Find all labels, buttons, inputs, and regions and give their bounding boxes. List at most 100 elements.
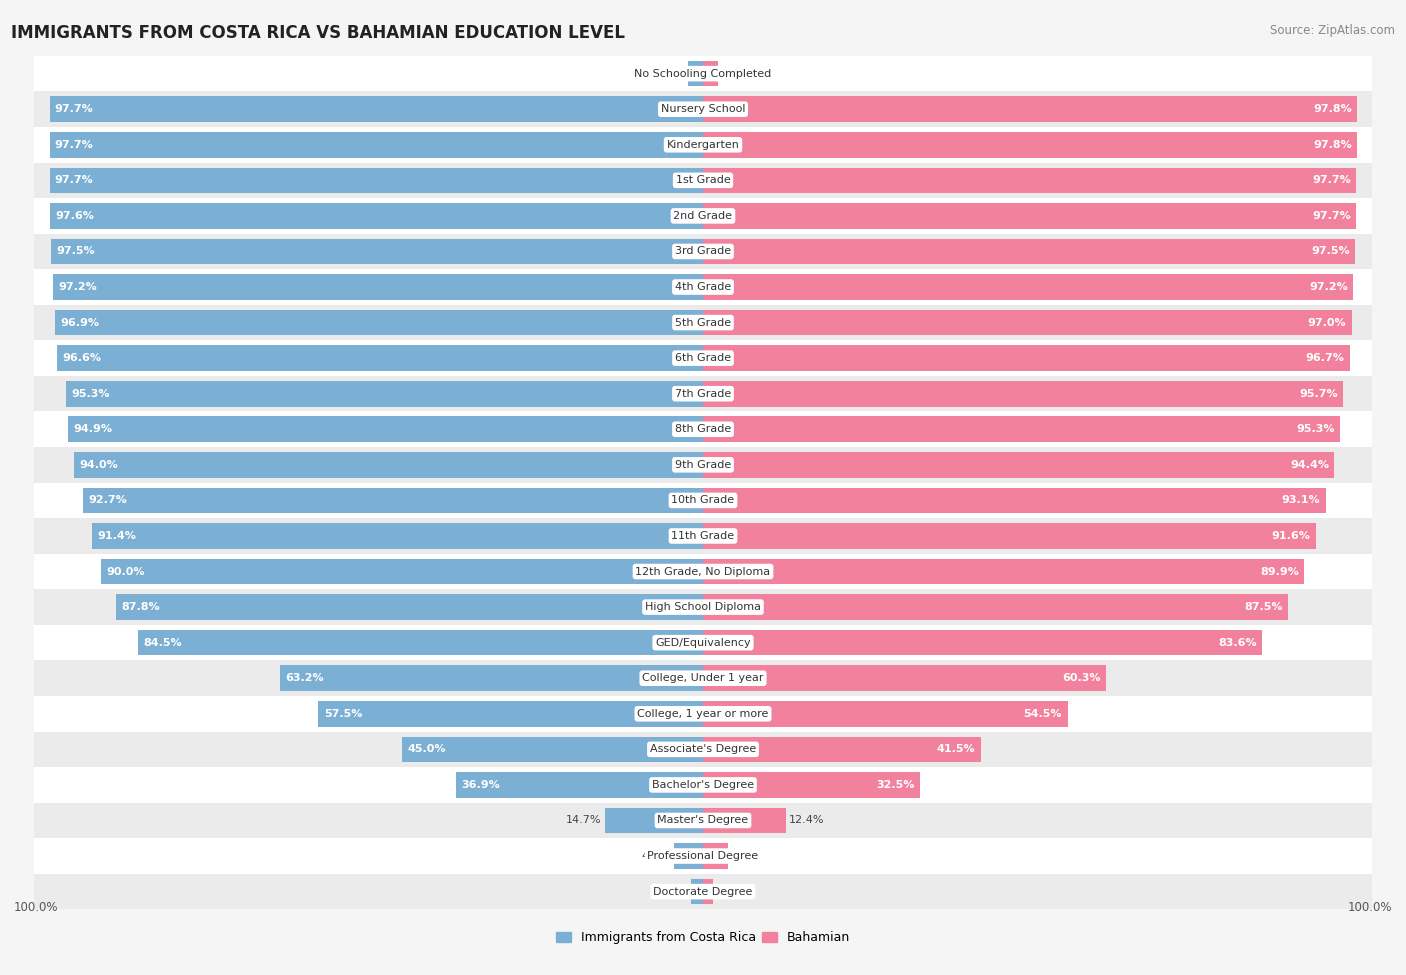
Text: 94.9%: 94.9% xyxy=(73,424,112,434)
Bar xyxy=(703,843,728,869)
Bar xyxy=(34,92,1372,127)
Bar xyxy=(703,452,1334,478)
Bar xyxy=(703,60,717,87)
Text: 97.7%: 97.7% xyxy=(55,104,94,114)
Text: GED/Equivalency: GED/Equivalency xyxy=(655,638,751,647)
Text: 94.4%: 94.4% xyxy=(1291,460,1329,470)
Text: High School Diploma: High School Diploma xyxy=(645,603,761,612)
Legend: Immigrants from Costa Rica, Bahamian: Immigrants from Costa Rica, Bahamian xyxy=(551,926,855,950)
Bar xyxy=(703,630,1263,655)
Text: 1.5%: 1.5% xyxy=(717,886,745,897)
Text: 4.4%: 4.4% xyxy=(641,851,671,861)
Text: 12th Grade, No Diploma: 12th Grade, No Diploma xyxy=(636,566,770,576)
Text: 89.9%: 89.9% xyxy=(1260,566,1299,576)
Bar xyxy=(402,736,703,762)
Text: 6th Grade: 6th Grade xyxy=(675,353,731,363)
Bar xyxy=(34,234,1372,269)
Text: 1.8%: 1.8% xyxy=(659,886,688,897)
Bar xyxy=(703,559,1305,584)
Text: College, Under 1 year: College, Under 1 year xyxy=(643,673,763,683)
Bar xyxy=(703,97,1357,122)
Text: 57.5%: 57.5% xyxy=(323,709,363,719)
Text: 36.9%: 36.9% xyxy=(461,780,501,790)
Bar xyxy=(49,132,703,158)
Bar xyxy=(34,589,1372,625)
Text: 32.5%: 32.5% xyxy=(877,780,915,790)
Text: 45.0%: 45.0% xyxy=(408,744,446,755)
Text: 3rd Grade: 3rd Grade xyxy=(675,247,731,256)
Bar xyxy=(280,665,703,691)
Bar xyxy=(703,345,1350,370)
Bar xyxy=(34,376,1372,411)
Text: 4th Grade: 4th Grade xyxy=(675,282,731,292)
Bar xyxy=(34,56,1372,92)
Text: 9th Grade: 9th Grade xyxy=(675,460,731,470)
Bar xyxy=(34,198,1372,234)
Text: 2nd Grade: 2nd Grade xyxy=(673,211,733,221)
Bar xyxy=(703,878,713,905)
Text: 97.8%: 97.8% xyxy=(1313,104,1351,114)
Text: 95.3%: 95.3% xyxy=(1296,424,1336,434)
Bar xyxy=(51,203,703,229)
Text: 96.9%: 96.9% xyxy=(60,318,100,328)
Text: 100.0%: 100.0% xyxy=(14,901,59,914)
Bar xyxy=(703,416,1340,442)
Bar xyxy=(690,878,703,905)
Bar xyxy=(703,310,1351,335)
Text: 11th Grade: 11th Grade xyxy=(672,531,734,541)
Text: 97.7%: 97.7% xyxy=(55,176,94,185)
Text: 2.3%: 2.3% xyxy=(655,68,685,79)
Text: 7th Grade: 7th Grade xyxy=(675,389,731,399)
Text: Nursery School: Nursery School xyxy=(661,104,745,114)
Text: 97.2%: 97.2% xyxy=(58,282,97,292)
Bar xyxy=(34,448,1372,483)
Text: 97.7%: 97.7% xyxy=(1312,176,1351,185)
Bar xyxy=(703,665,1107,691)
Text: 95.7%: 95.7% xyxy=(1299,389,1337,399)
Bar xyxy=(69,416,703,442)
Bar xyxy=(34,874,1372,910)
Bar xyxy=(703,701,1067,726)
Text: 93.1%: 93.1% xyxy=(1282,495,1320,505)
Text: 97.8%: 97.8% xyxy=(1313,139,1351,150)
Bar xyxy=(605,807,703,834)
Bar xyxy=(703,807,786,834)
Bar xyxy=(49,168,703,193)
Text: 95.3%: 95.3% xyxy=(70,389,110,399)
Text: 96.7%: 96.7% xyxy=(1306,353,1344,363)
Bar xyxy=(703,595,1288,620)
Text: 2.2%: 2.2% xyxy=(721,68,749,79)
Bar xyxy=(34,305,1372,340)
Text: 91.6%: 91.6% xyxy=(1271,531,1310,541)
Text: 54.5%: 54.5% xyxy=(1024,709,1062,719)
Text: College, 1 year or more: College, 1 year or more xyxy=(637,709,769,719)
Text: 94.0%: 94.0% xyxy=(80,460,118,470)
Bar xyxy=(688,60,703,87)
Bar xyxy=(34,767,1372,802)
Text: 12.4%: 12.4% xyxy=(789,815,825,826)
Bar xyxy=(34,696,1372,731)
Bar xyxy=(703,736,980,762)
Text: 97.7%: 97.7% xyxy=(55,139,94,150)
Bar xyxy=(703,203,1357,229)
Bar xyxy=(703,524,1316,549)
Text: 87.8%: 87.8% xyxy=(121,603,160,612)
Bar xyxy=(703,381,1343,407)
Bar xyxy=(51,239,703,264)
Bar xyxy=(703,772,921,798)
Bar xyxy=(49,97,703,122)
Bar xyxy=(34,554,1372,589)
Text: 97.5%: 97.5% xyxy=(56,247,94,256)
Text: 96.6%: 96.6% xyxy=(62,353,101,363)
Text: 91.4%: 91.4% xyxy=(97,531,136,541)
Text: 90.0%: 90.0% xyxy=(107,566,145,576)
Text: Professional Degree: Professional Degree xyxy=(647,851,759,861)
Bar xyxy=(34,340,1372,376)
Text: 63.2%: 63.2% xyxy=(285,673,325,683)
Bar xyxy=(703,274,1353,300)
Bar xyxy=(703,488,1326,513)
Bar xyxy=(703,239,1355,264)
Bar xyxy=(83,488,703,513)
Bar xyxy=(101,559,703,584)
Bar xyxy=(66,381,703,407)
